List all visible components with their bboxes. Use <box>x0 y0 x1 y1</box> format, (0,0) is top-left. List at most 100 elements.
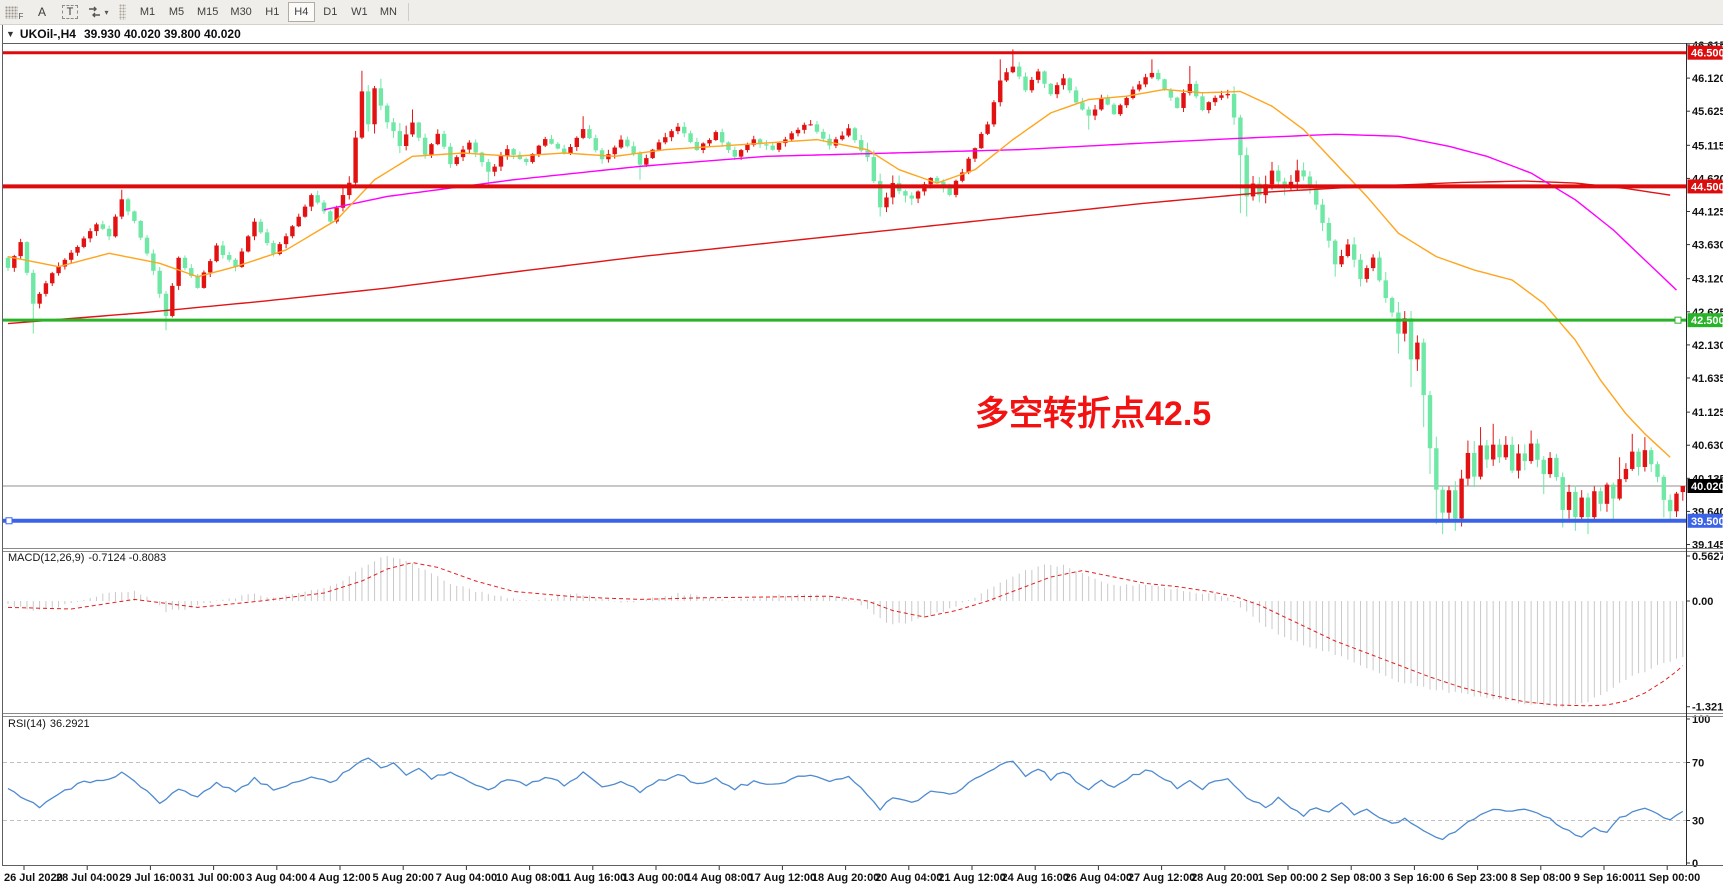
candle-bear <box>1453 490 1458 519</box>
candle-bear <box>524 158 529 162</box>
timeframe-button-m5[interactable]: M5 <box>163 2 190 22</box>
candle-bull <box>618 139 624 148</box>
candle-bear <box>1649 450 1654 465</box>
timeframe-button-mn[interactable]: MN <box>375 2 402 22</box>
price-tick-label: 41.635 <box>1692 373 1723 385</box>
candle-bear <box>517 154 523 159</box>
rsi-pane[interactable]: 100 70 30 0 <box>3 714 1710 870</box>
candle-bear <box>397 131 403 146</box>
time-tick-label: 4 Aug 12:00 <box>309 872 370 884</box>
ma-mid-line[interactable] <box>323 133 1677 291</box>
time-tick-label: 3 Sep 16:00 <box>1384 872 1445 884</box>
collapse-arrow-icon[interactable]: ▼ <box>6 29 15 39</box>
toolbar-grip[interactable] <box>119 4 126 20</box>
candle-bear <box>233 259 238 267</box>
price-tick-label: 45.115 <box>1692 140 1723 152</box>
candle-bull <box>663 137 668 143</box>
timeframe-button-h1[interactable]: H1 <box>259 2 286 22</box>
candle-bull <box>960 172 965 181</box>
timeframe-button-w1[interactable]: W1 <box>346 2 373 22</box>
candles-layer[interactable] <box>5 49 1685 535</box>
candle-bull <box>347 182 352 196</box>
candle-bull <box>170 285 175 316</box>
rsi-line <box>7 757 1684 841</box>
candle-bull <box>1130 89 1136 98</box>
macd-pane[interactable]: 0.5627 0.00 -1.3216 <box>7 551 1723 714</box>
candle-bull <box>435 133 440 145</box>
timeframe-button-m1[interactable]: M1 <box>134 2 161 22</box>
candle-bull <box>56 266 61 274</box>
candle-bear <box>764 144 769 146</box>
candle-bull <box>1035 71 1041 80</box>
price-axis[interactable]: 46.61546.12045.62545.11544.62044.12543.6… <box>1686 40 1723 552</box>
candle-bull <box>606 154 611 160</box>
text-label-tool[interactable]: A <box>29 1 55 23</box>
candle-bear <box>144 237 150 254</box>
dropdown-caret-icon[interactable]: ▾ <box>104 7 109 17</box>
hline-42.500[interactable] <box>3 316 1686 324</box>
candle-bear <box>1086 109 1091 116</box>
candle-bull <box>890 183 895 198</box>
candle-bear <box>1017 66 1022 77</box>
candle-bear <box>587 129 592 139</box>
price-tick-label: 43.120 <box>1692 274 1723 286</box>
symbol-title: UKOil-,H4 <box>19 27 76 41</box>
candle-bull <box>802 124 807 130</box>
candle-bull <box>492 166 497 172</box>
timeframe-button-m15[interactable]: M15 <box>192 2 223 22</box>
candle-bull <box>1566 491 1572 510</box>
candle-bull <box>1642 450 1648 467</box>
time-tick-label: 26 Jul 2020 <box>4 872 63 884</box>
candle-bull <box>574 137 579 148</box>
price-tick-label: 39.145 <box>1692 540 1723 552</box>
candle-bear <box>1111 104 1117 115</box>
candle-bear <box>549 139 554 144</box>
candle-bear <box>125 199 131 212</box>
price-tick-label: 43.630 <box>1692 240 1723 252</box>
text-box-tool[interactable]: T <box>57 1 83 23</box>
price-flag-label: 42.500 <box>1691 315 1723 327</box>
candle-bear <box>1276 170 1281 182</box>
ma-fast-line[interactable] <box>7 88 1671 458</box>
price-flag <box>1687 179 1723 194</box>
candle-bull <box>245 236 251 252</box>
candle-bull <box>738 150 744 157</box>
candle-bull <box>1623 468 1629 480</box>
line-handle[interactable] <box>5 517 13 525</box>
candle-bull <box>69 252 74 260</box>
candle-bull <box>1630 451 1635 469</box>
candle-bear <box>189 268 194 277</box>
arrange-arrows-icon <box>89 6 101 18</box>
timeframe-button-m30[interactable]: M30 <box>225 2 256 22</box>
candle-bull <box>972 148 978 159</box>
candle-bull <box>1446 490 1452 513</box>
candle-bear <box>1434 448 1439 490</box>
candle-bull <box>1674 493 1679 512</box>
time-tick-label: 13 Aug 00:00 <box>622 872 689 884</box>
timeframe-button-d1[interactable]: D1 <box>317 2 344 22</box>
chart-text-annotation[interactable]: 多空转折点42.5 <box>975 395 1212 433</box>
hline-39.500[interactable] <box>3 517 1686 525</box>
candle-bear <box>1067 78 1072 91</box>
timeframe-button-h4[interactable]: H4 <box>287 2 315 22</box>
candle-bull <box>1604 484 1610 504</box>
candle-bear <box>486 162 491 172</box>
candle-bear <box>1383 280 1388 299</box>
ma-slow-line[interactable] <box>7 180 1671 325</box>
candle-bull <box>580 129 586 138</box>
time-tick-label: 18 Aug 20:00 <box>812 872 879 884</box>
candle-bull <box>1092 109 1098 116</box>
line-handle[interactable] <box>1674 316 1682 324</box>
candle-bull <box>12 256 17 268</box>
candle-bull <box>302 206 308 217</box>
candle-bull <box>277 244 282 254</box>
chart-title-bar[interactable]: ▼ UKOil-,H4 39.930 40.020 39.800 40.020 <box>6 26 241 42</box>
candle-bear <box>1023 76 1028 91</box>
candle-bear <box>1535 443 1540 460</box>
candle-bear <box>1408 318 1414 360</box>
crosshair-grid-tool[interactable]: F <box>1 1 27 23</box>
arrange-charts-tool[interactable]: ▾ <box>85 1 111 23</box>
candle-bull <box>1149 72 1155 78</box>
